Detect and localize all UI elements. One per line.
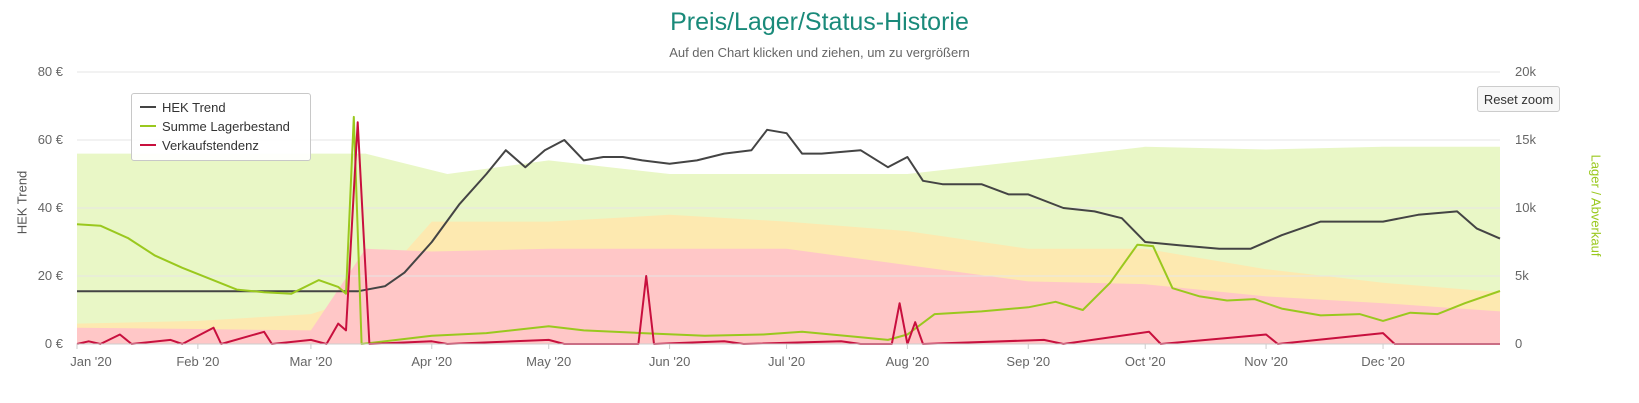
series-line-0 [77, 128, 1501, 293]
x-tick-label: Oct '20 [1125, 354, 1166, 369]
x-tick-label: Jul '20 [768, 354, 805, 369]
y-left-tick-label: 80 € [38, 64, 64, 79]
x-tick-label: Feb '20 [176, 354, 219, 369]
legend-label-verkauf: Verkaufstendenz [162, 137, 259, 153]
x-tick-label: Jan '20 [70, 354, 112, 369]
x-axis-ticks: Jan '20 Feb '20 Mar '20 Apr '20 May '20 Jun '… [70, 343, 1500, 369]
y-right-tick-label: 0 [1515, 336, 1522, 351]
x-tick-label: Mar '20 [289, 354, 332, 369]
legend-swatch-verkauf [140, 144, 156, 146]
x-tick-label: Apr '20 [411, 354, 452, 369]
legend-item-verkaufstendenz[interactable]: Verkaufstendenz [140, 136, 259, 154]
y-axis-right-label: Lager / Abverkauf [1588, 154, 1604, 257]
chart-legend: HEK Trend Summe Lagerbestand Verkaufsten… [131, 93, 311, 161]
series-line-1 [76, 115, 1501, 345]
x-tick-label: Nov '20 [1244, 354, 1288, 369]
y-right-tick-label: 15k [1515, 132, 1536, 147]
y-left-tick-label: 40 € [38, 200, 64, 215]
background-bands [77, 146, 1500, 344]
right-axis-ticks: 0 5k 10k 15k 20k [1515, 64, 1536, 351]
y-left-tick-label: 20 € [38, 268, 64, 283]
legend-label-lager: Summe Lagerbestand [162, 118, 290, 134]
chart-subtitle: Auf den Chart klicken und ziehen, um zu … [669, 45, 970, 60]
legend-swatch-hek [140, 106, 156, 108]
x-tick-label: May '20 [526, 354, 571, 369]
x-tick-label: Aug '20 [886, 354, 930, 369]
legend-item-lagerbestand[interactable]: Summe Lagerbestand [140, 117, 290, 135]
legend-swatch-lager [140, 125, 156, 127]
x-tick-label: Dec '20 [1361, 354, 1405, 369]
chart-title: Preis/Lager/Status-Historie [670, 8, 969, 36]
x-tick-label: Jun '20 [649, 354, 691, 369]
left-axis-ticks: 0 € 20 € 40 € 60 € 80 € [38, 64, 64, 351]
y-right-tick-label: 20k [1515, 64, 1536, 79]
y-right-tick-label: 10k [1515, 200, 1536, 215]
reset-zoom-button[interactable]: Reset zoom [1477, 86, 1560, 112]
legend-label-hek: HEK Trend [162, 99, 226, 115]
x-tick-label: Sep '20 [1006, 354, 1050, 369]
y-axis-left-label: HEK Trend [14, 170, 30, 235]
y-right-tick-label: 5k [1515, 268, 1529, 283]
y-left-tick-label: 60 € [38, 132, 64, 147]
y-left-tick-label: 0 € [45, 336, 64, 351]
legend-item-hek-trend[interactable]: HEK Trend [140, 98, 226, 116]
background-band-2 [77, 248, 1500, 344]
